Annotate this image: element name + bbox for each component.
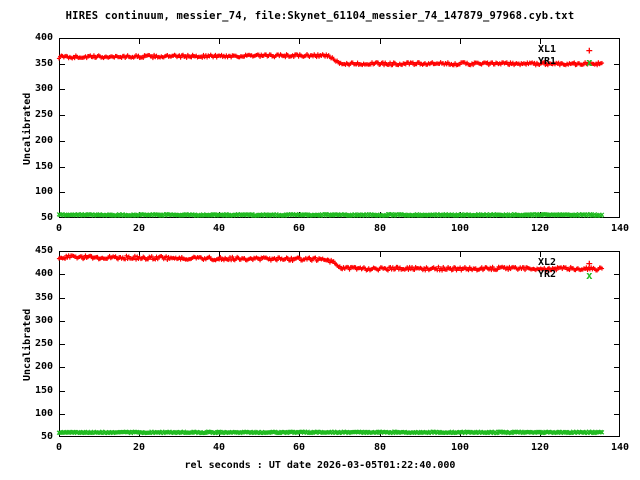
x-tick-label: 0 (55, 223, 63, 234)
y-tick-mark (614, 192, 620, 193)
x-tick-label: 80 (373, 223, 387, 234)
x-tick-label: 140 (610, 442, 630, 453)
x-tick-label: 120 (530, 442, 550, 453)
y-tick-label: 50 (40, 212, 53, 223)
x-tick-label: 60 (292, 442, 306, 453)
y-tick-mark (59, 298, 65, 299)
x-tick-mark (219, 251, 220, 257)
y-tick-label: 100 (34, 186, 53, 197)
y-tick-mark (59, 321, 65, 322)
x-tick-label: 40 (212, 442, 226, 453)
series-yr2 (56, 429, 605, 436)
y-tick-mark (614, 89, 620, 90)
y-tick-label: 250 (34, 338, 53, 349)
y-tick-mark (614, 64, 620, 65)
y-tick-label: 150 (34, 385, 53, 396)
y-tick-mark (614, 321, 620, 322)
y-tick-mark (614, 391, 620, 392)
y-tick-mark (59, 414, 65, 415)
x-tick-mark (299, 251, 300, 257)
y-tick-mark (614, 367, 620, 368)
y-tick-mark (59, 344, 65, 345)
y-tick-label: 100 (34, 408, 53, 419)
x-tick-mark (460, 251, 461, 257)
bottom-panel-legend-marker-yr2: x (586, 269, 593, 282)
top-panel-legend-label-yr1: YR1 (538, 56, 557, 67)
y-tick-label: 350 (34, 58, 53, 69)
y-tick-label: 50 (40, 431, 53, 442)
y-tick-label: 450 (34, 245, 53, 256)
x-tick-label: 120 (530, 223, 550, 234)
y-tick-mark (59, 115, 65, 116)
y-tick-label: 300 (34, 315, 53, 326)
x-tick-mark (139, 251, 140, 257)
top-panel-plot-frame (59, 38, 620, 218)
series-yr1 (56, 211, 605, 218)
x-tick-mark (540, 251, 541, 257)
y-tick-mark (59, 274, 65, 275)
x-tick-label: 60 (292, 223, 306, 234)
bottom-panel-legend-marker-xl2: + (586, 257, 593, 270)
page-title: HIRES continuum, messier_74, file:Skynet… (65, 10, 575, 22)
x-axis-label: rel seconds : UT date 2026-03-05T01:22:4… (184, 460, 456, 471)
y-tick-mark (59, 192, 65, 193)
x-tick-mark (139, 38, 140, 44)
top-panel-legend-label-xl1: XL1 (538, 44, 557, 55)
y-tick-mark (614, 115, 620, 116)
y-tick-mark (59, 391, 65, 392)
y-tick-mark (59, 367, 65, 368)
y-tick-label: 200 (34, 361, 53, 372)
x-tick-mark (380, 38, 381, 44)
y-tick-label: 250 (34, 109, 53, 120)
x-tick-mark (299, 38, 300, 44)
y-tick-label: 350 (34, 292, 53, 303)
y-tick-label: 400 (34, 268, 53, 279)
x-tick-label: 80 (373, 442, 387, 453)
x-tick-mark (219, 38, 220, 44)
y-tick-mark (614, 344, 620, 345)
x-tick-label: 100 (450, 442, 470, 453)
y-tick-mark (614, 141, 620, 142)
y-tick-label: 150 (34, 161, 53, 172)
y-tick-mark (59, 167, 65, 168)
series-xl1 (56, 51, 605, 68)
x-tick-label: 20 (132, 223, 146, 234)
y-tick-mark (614, 298, 620, 299)
x-tick-mark (380, 251, 381, 257)
x-tick-mark (460, 38, 461, 44)
y-tick-mark (59, 64, 65, 65)
y-tick-label: 200 (34, 135, 53, 146)
x-tick-label: 20 (132, 442, 146, 453)
x-tick-mark (540, 38, 541, 44)
y-tick-mark (614, 414, 620, 415)
x-tick-label: 40 (212, 223, 226, 234)
x-tick-label: 140 (610, 223, 630, 234)
y-tick-label: 400 (34, 32, 53, 43)
y-tick-mark (59, 141, 65, 142)
y-tick-mark (59, 89, 65, 90)
y-tick-mark (614, 274, 620, 275)
top-panel-legend-marker-xl1: + (586, 44, 593, 57)
x-tick-label: 0 (55, 442, 63, 453)
top-panel-legend-marker-yr1: x (586, 56, 593, 69)
bottom-panel-legend-label-xl2: XL2 (538, 257, 557, 268)
series-xl2 (56, 253, 605, 273)
y-tick-label: 300 (34, 83, 53, 94)
bottom-panel-legend-label-yr2: YR2 (538, 269, 557, 280)
y-tick-mark (614, 167, 620, 168)
x-tick-label: 100 (450, 223, 470, 234)
